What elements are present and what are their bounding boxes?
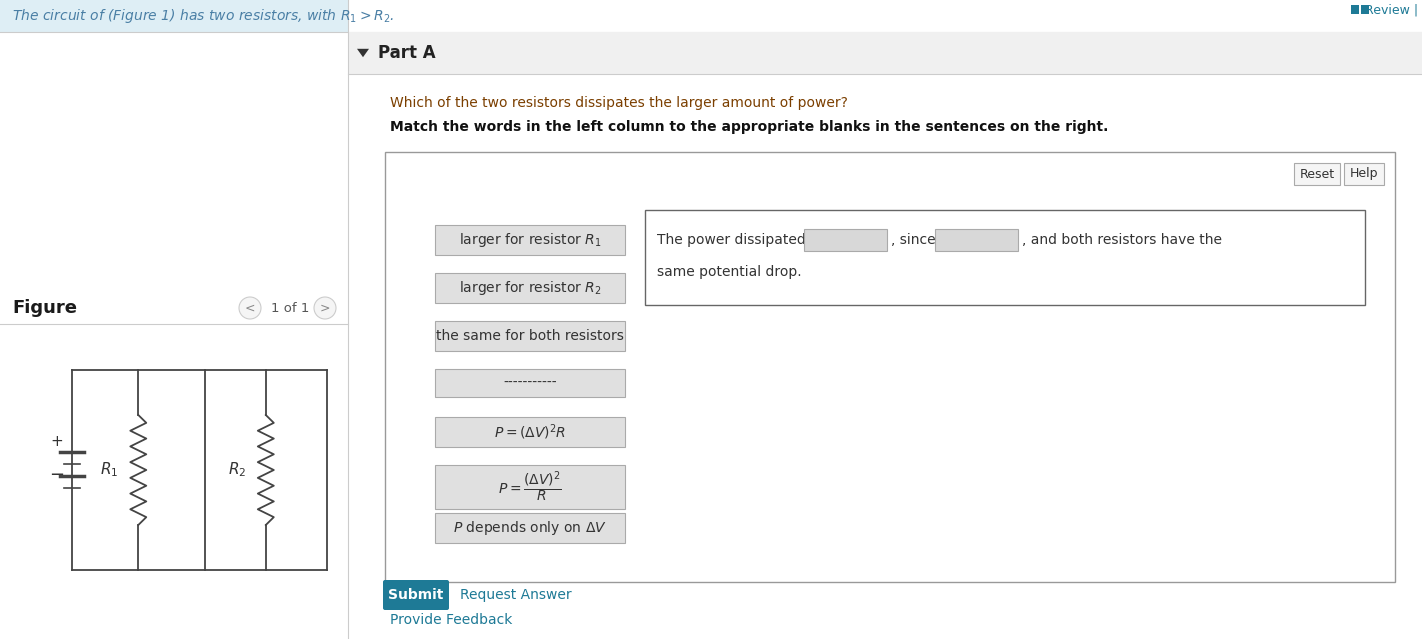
FancyBboxPatch shape — [1294, 163, 1340, 185]
Text: Review |: Review | — [1365, 3, 1418, 17]
Text: $P = \dfrac{(\Delta V)^2}{R}$: $P = \dfrac{(\Delta V)^2}{R}$ — [498, 470, 562, 504]
Text: The circuit of (Figure 1) has two resistors, with $R_1 > R_2$.: The circuit of (Figure 1) has two resist… — [11, 7, 394, 25]
Text: Part A: Part A — [378, 44, 435, 62]
FancyBboxPatch shape — [803, 229, 887, 251]
FancyBboxPatch shape — [383, 580, 449, 610]
Circle shape — [314, 297, 336, 319]
Text: Help: Help — [1349, 167, 1378, 180]
Circle shape — [239, 297, 262, 319]
Text: The power dissipated is: The power dissipated is — [657, 233, 820, 247]
Text: >: > — [320, 302, 330, 314]
Bar — [348, 32, 1422, 74]
Text: same potential drop.: same potential drop. — [657, 265, 802, 279]
Polygon shape — [357, 49, 368, 58]
Text: Request Answer: Request Answer — [459, 588, 572, 602]
Text: +: + — [51, 435, 64, 449]
FancyBboxPatch shape — [1344, 163, 1384, 185]
Text: , since: , since — [892, 233, 936, 247]
Text: larger for resistor $R_2$: larger for resistor $R_2$ — [459, 279, 602, 297]
Bar — [0, 0, 348, 32]
Bar — [1351, 5, 1359, 14]
Text: Reset: Reset — [1300, 167, 1335, 180]
Text: , and both resistors have the: , and both resistors have the — [1022, 233, 1221, 247]
FancyBboxPatch shape — [435, 513, 626, 543]
Text: $P$ depends only on $\Delta V$: $P$ depends only on $\Delta V$ — [454, 519, 607, 537]
FancyBboxPatch shape — [435, 465, 626, 509]
Text: the same for both resistors: the same for both resistors — [437, 329, 624, 343]
Text: Submit: Submit — [388, 588, 444, 602]
Text: Which of the two resistors dissipates the larger amount of power?: Which of the two resistors dissipates th… — [390, 96, 848, 110]
Text: $R_2$: $R_2$ — [228, 461, 246, 479]
Text: Provide Feedback: Provide Feedback — [390, 613, 512, 627]
Text: larger for resistor $R_1$: larger for resistor $R_1$ — [459, 231, 602, 249]
Text: 1 of 1: 1 of 1 — [270, 302, 309, 314]
FancyBboxPatch shape — [435, 321, 626, 351]
FancyBboxPatch shape — [936, 229, 1018, 251]
FancyBboxPatch shape — [646, 210, 1365, 305]
Text: −: − — [50, 466, 64, 484]
Text: -----------: ----------- — [503, 376, 557, 390]
Text: $P = (\Delta V)^2 R$: $P = (\Delta V)^2 R$ — [493, 422, 566, 442]
FancyBboxPatch shape — [435, 369, 626, 397]
FancyBboxPatch shape — [435, 273, 626, 303]
FancyBboxPatch shape — [435, 225, 626, 255]
Text: Match the words in the left column to the appropriate blanks in the sentences on: Match the words in the left column to th… — [390, 120, 1108, 134]
Text: <: < — [245, 302, 256, 314]
Text: $R_1$: $R_1$ — [100, 461, 118, 479]
FancyBboxPatch shape — [435, 417, 626, 447]
Bar — [1361, 5, 1369, 14]
FancyBboxPatch shape — [385, 152, 1395, 582]
Text: Figure: Figure — [11, 299, 77, 317]
